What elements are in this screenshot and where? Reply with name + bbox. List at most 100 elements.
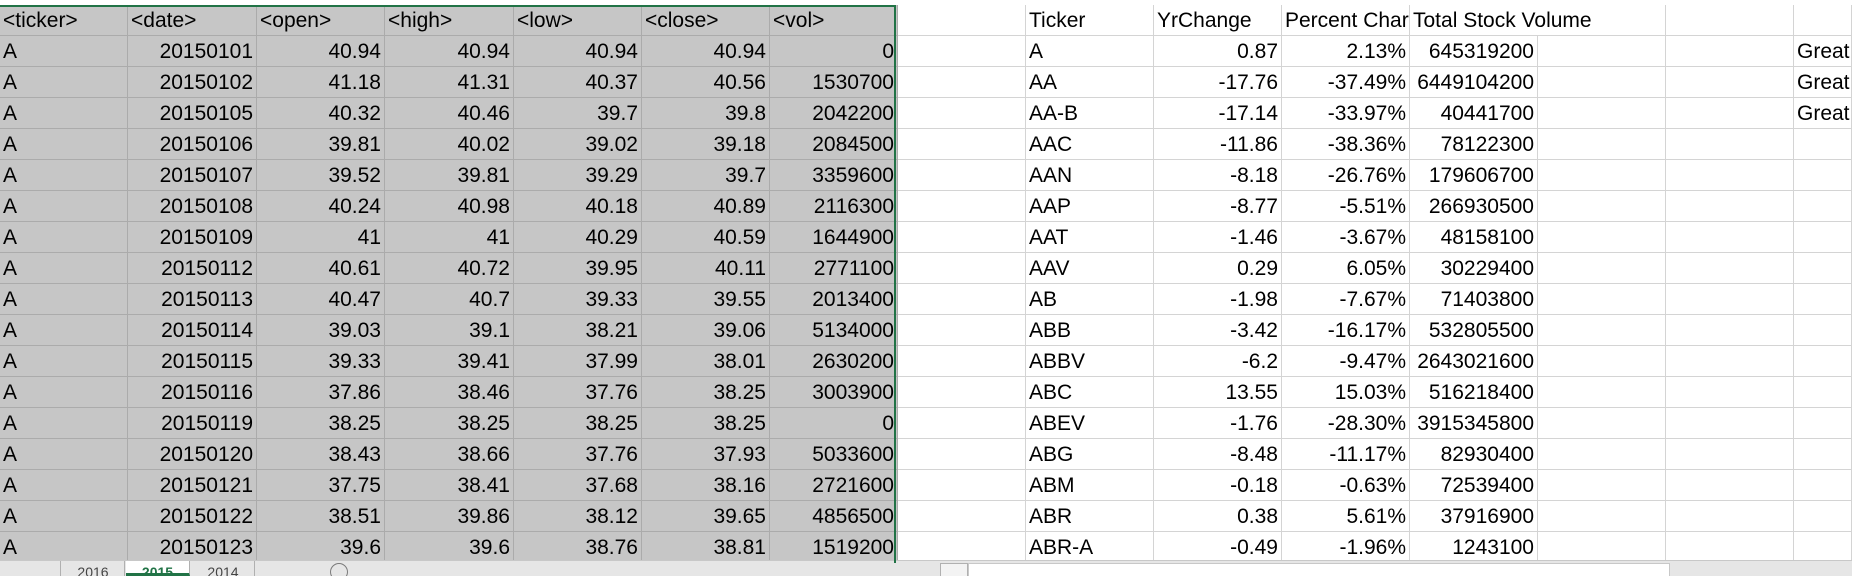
data-cell[interactable]: 38.16	[642, 470, 770, 501]
data-cell[interactable]: 38.51	[257, 501, 385, 532]
summary-cell[interactable]: 37916900	[1410, 501, 1538, 532]
summary-cell[interactable]: 78122300	[1410, 129, 1538, 160]
column-header-cell[interactable]: <vol>	[770, 5, 898, 36]
data-cell[interactable]: 20150109	[128, 222, 257, 253]
data-cell[interactable]: A	[0, 377, 128, 408]
empty-cell[interactable]	[1794, 5, 1852, 36]
data-cell[interactable]: 40.61	[257, 253, 385, 284]
data-cell[interactable]: 39.33	[514, 284, 642, 315]
empty-cell[interactable]	[898, 346, 1026, 377]
empty-cell[interactable]	[1794, 439, 1852, 470]
data-cell[interactable]: 20150114	[128, 315, 257, 346]
column-header-cell[interactable]: <ticker>	[0, 5, 128, 36]
data-cell[interactable]: 38.25	[385, 408, 514, 439]
data-cell[interactable]: 38.25	[642, 408, 770, 439]
data-cell[interactable]: 3359600	[770, 160, 898, 191]
summary-cell[interactable]: 266930500	[1410, 191, 1538, 222]
data-cell[interactable]: 2721600	[770, 470, 898, 501]
empty-cell[interactable]	[1538, 284, 1666, 315]
data-cell[interactable]: 20150113	[128, 284, 257, 315]
summary-cell[interactable]: 179606700	[1410, 160, 1538, 191]
data-cell[interactable]: A	[0, 222, 128, 253]
summary-cell[interactable]: ABBV	[1026, 346, 1154, 377]
sheet-tab-2016[interactable]: 2016	[62, 561, 125, 576]
data-cell[interactable]: 39.6	[385, 532, 514, 560]
summary-cell[interactable]: 0.29	[1154, 253, 1282, 284]
data-cell[interactable]: 38.43	[257, 439, 385, 470]
empty-cell[interactable]	[1794, 408, 1852, 439]
data-cell[interactable]: 38.81	[642, 532, 770, 560]
data-cell[interactable]: 2013400	[770, 284, 898, 315]
data-cell[interactable]: 20150121	[128, 470, 257, 501]
data-cell[interactable]: A	[0, 98, 128, 129]
summary-cell[interactable]: AAC	[1026, 129, 1154, 160]
data-cell[interactable]: 40.89	[642, 191, 770, 222]
data-cell[interactable]: 20150101	[128, 36, 257, 67]
sheet-tab-2015[interactable]: 2015	[126, 561, 190, 576]
empty-cell[interactable]	[898, 284, 1026, 315]
data-cell[interactable]: 39.95	[514, 253, 642, 284]
data-cell[interactable]: 39.18	[642, 129, 770, 160]
empty-cell[interactable]	[1666, 470, 1794, 501]
summary-cell[interactable]: -8.48	[1154, 439, 1282, 470]
empty-cell[interactable]	[898, 129, 1026, 160]
summary-cell[interactable]: ABG	[1026, 439, 1154, 470]
data-cell[interactable]: 40.02	[385, 129, 514, 160]
data-cell[interactable]: 40.29	[514, 222, 642, 253]
summary-cell[interactable]: ABR-A	[1026, 532, 1154, 560]
empty-cell[interactable]	[1538, 253, 1666, 284]
summary-cell[interactable]: A	[1026, 36, 1154, 67]
empty-cell[interactable]	[1538, 532, 1666, 560]
empty-cell[interactable]	[1538, 191, 1666, 222]
data-cell[interactable]: 39.7	[514, 98, 642, 129]
data-cell[interactable]: 40.37	[514, 67, 642, 98]
data-cell[interactable]: A	[0, 36, 128, 67]
summary-cell[interactable]: 72539400	[1410, 470, 1538, 501]
summary-cell[interactable]: 0.87	[1154, 36, 1282, 67]
data-cell[interactable]: 40.24	[257, 191, 385, 222]
data-cell[interactable]: 20150102	[128, 67, 257, 98]
data-cell[interactable]: 38.12	[514, 501, 642, 532]
side-label-cell[interactable]: Great	[1794, 98, 1852, 129]
data-cell[interactable]: A	[0, 315, 128, 346]
empty-cell[interactable]	[1666, 253, 1794, 284]
summary-header-cell[interactable]: Ticker	[1026, 5, 1154, 36]
empty-cell[interactable]	[898, 253, 1026, 284]
data-cell[interactable]: 39.65	[642, 501, 770, 532]
data-cell[interactable]: 20150116	[128, 377, 257, 408]
data-cell[interactable]: 37.68	[514, 470, 642, 501]
data-cell[interactable]: 20150108	[128, 191, 257, 222]
summary-cell[interactable]: 516218400	[1410, 377, 1538, 408]
empty-cell[interactable]	[898, 377, 1026, 408]
empty-cell[interactable]	[1794, 532, 1852, 560]
empty-cell[interactable]	[898, 98, 1026, 129]
add-sheet-icon[interactable]	[330, 563, 348, 576]
data-cell[interactable]: 38.25	[514, 408, 642, 439]
empty-cell[interactable]	[898, 532, 1026, 560]
summary-cell[interactable]: 3915345800	[1410, 408, 1538, 439]
data-cell[interactable]: 39.6	[257, 532, 385, 560]
summary-cell[interactable]: 71403800	[1410, 284, 1538, 315]
empty-cell[interactable]	[1666, 377, 1794, 408]
summary-cell[interactable]: -7.67%	[1282, 284, 1410, 315]
summary-cell[interactable]: -37.49%	[1282, 67, 1410, 98]
data-cell[interactable]: A	[0, 408, 128, 439]
empty-cell[interactable]	[1538, 98, 1666, 129]
summary-cell[interactable]: AB	[1026, 284, 1154, 315]
data-cell[interactable]: 20150119	[128, 408, 257, 439]
data-cell[interactable]: 39.29	[514, 160, 642, 191]
empty-cell[interactable]	[1794, 501, 1852, 532]
summary-cell[interactable]: 15.03%	[1282, 377, 1410, 408]
data-cell[interactable]: 39.81	[385, 160, 514, 191]
data-cell[interactable]: 40.94	[385, 36, 514, 67]
empty-cell[interactable]	[898, 160, 1026, 191]
summary-cell[interactable]: AAP	[1026, 191, 1154, 222]
data-cell[interactable]: 20150122	[128, 501, 257, 532]
summary-cell[interactable]: AAT	[1026, 222, 1154, 253]
empty-cell[interactable]	[1794, 253, 1852, 284]
data-cell[interactable]: A	[0, 253, 128, 284]
column-header-cell[interactable]: <date>	[128, 5, 257, 36]
empty-cell[interactable]	[1538, 501, 1666, 532]
data-cell[interactable]: 39.52	[257, 160, 385, 191]
empty-cell[interactable]	[1666, 532, 1794, 560]
